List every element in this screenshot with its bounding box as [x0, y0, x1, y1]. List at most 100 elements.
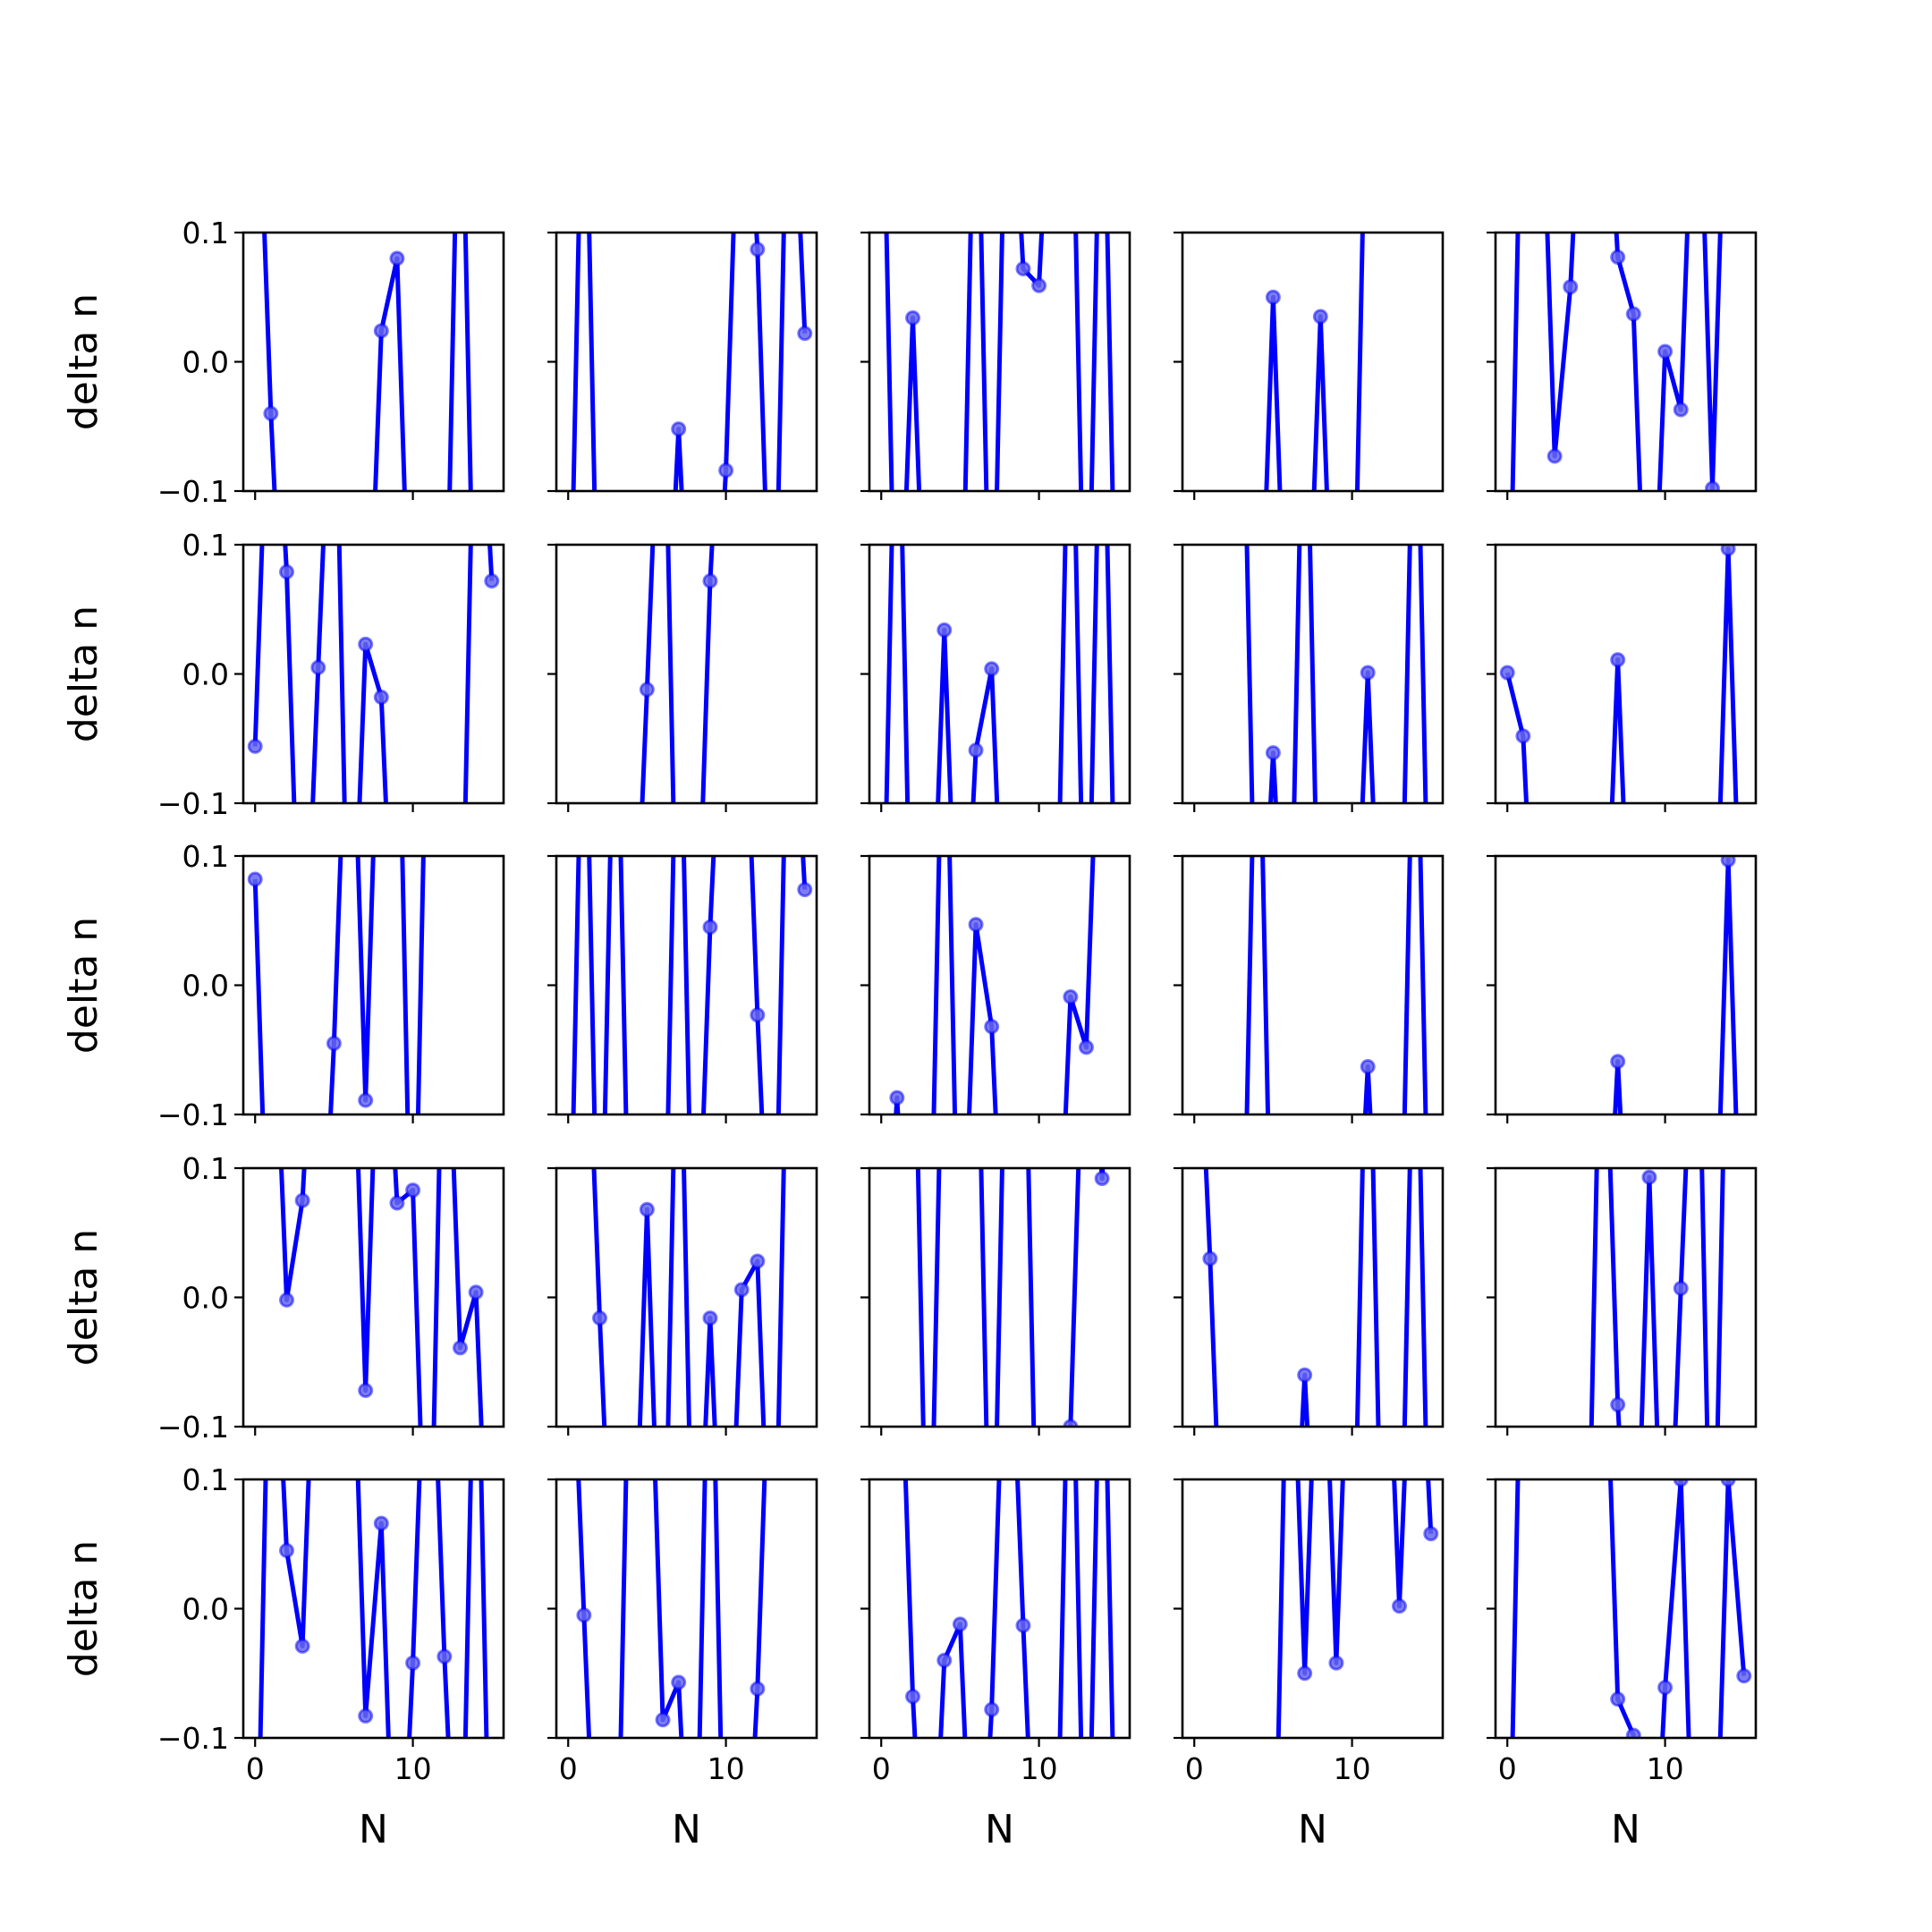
- data-point: [733, 1282, 750, 1298]
- data-point: [1015, 1617, 1031, 1633]
- data-point: [1720, 1479, 1736, 1487]
- data-point: [358, 636, 374, 652]
- data-point: [1610, 249, 1626, 265]
- subplot-r2-c1: [547, 854, 818, 1123]
- y-tick-label: −0.1: [157, 786, 229, 821]
- data-point: [984, 1019, 1000, 1035]
- subplot-r3-c2: [860, 1166, 1131, 1436]
- subplot-r4-c3: 0 10N: [1174, 1478, 1445, 1852]
- data-point: [671, 421, 687, 437]
- subplot-data: [279, 1168, 484, 1427]
- x-tick-label: 10: [394, 1751, 432, 1786]
- data-point: [1031, 277, 1047, 293]
- data-point: [1610, 1396, 1626, 1412]
- data-point: [1610, 1691, 1626, 1707]
- data-point: [279, 564, 294, 580]
- axes-frame: [555, 543, 818, 805]
- data-point: [405, 1182, 421, 1199]
- subplot-data: [915, 1168, 1110, 1427]
- axes-frame: [555, 1478, 818, 1740]
- subplot-r4-c4: 0 10N: [1487, 1478, 1758, 1852]
- subplot-data: [247, 856, 426, 1114]
- data-point: [797, 326, 813, 342]
- y-tick-label: −0.1: [157, 1721, 229, 1756]
- subplot-data: [1244, 545, 1428, 803]
- data-point: [1063, 1419, 1079, 1427]
- data-point: [1297, 1367, 1313, 1383]
- subplot-r1-c0: −0.1 0.0 0.1 delta n: [61, 528, 505, 821]
- data-point: [702, 1310, 718, 1326]
- y-axis-label: delta n: [61, 606, 106, 742]
- data-point: [1360, 665, 1376, 681]
- subplot-r4-c1: 0 10N: [547, 1478, 818, 1852]
- data-point: [247, 738, 263, 754]
- data-point: [1546, 448, 1563, 464]
- subplot-r3-c0: −0.1 0.0 0.1 delta n: [61, 1151, 505, 1445]
- subplot-r2-c0: −0.1 0.0 0.1 delta n: [61, 839, 505, 1132]
- subplot-data: [591, 1168, 786, 1427]
- data-point: [1736, 1668, 1752, 1684]
- data-point: [436, 1648, 453, 1665]
- data-point: [484, 572, 500, 589]
- data-point: [1657, 343, 1674, 360]
- y-tick-label: 0.0: [182, 1592, 229, 1627]
- series-line: [279, 1168, 484, 1427]
- data-point: [1610, 652, 1626, 668]
- subplot-data: [247, 545, 500, 803]
- series-line: [1589, 1168, 1725, 1427]
- data-point: [968, 742, 984, 758]
- series-line: [1244, 545, 1428, 803]
- data-point: [1515, 728, 1531, 744]
- data-point: [1625, 1727, 1641, 1738]
- y-tick-label: 0.1: [182, 216, 229, 250]
- series-line: [884, 233, 1115, 491]
- series-line: [571, 856, 808, 1114]
- data-point: [750, 1681, 766, 1697]
- subplot-r3-c1: [547, 1166, 818, 1436]
- subplot-data: [902, 1479, 1115, 1738]
- data-point: [358, 1707, 374, 1724]
- subplot-data: [258, 1479, 489, 1738]
- y-tick-label: 0.1: [182, 528, 229, 563]
- x-axis-label: N: [359, 1807, 388, 1852]
- subplot-data: [1589, 1168, 1725, 1427]
- y-axis-label: delta n: [61, 1229, 106, 1366]
- data-point: [247, 871, 263, 887]
- y-axis-label: delta n: [61, 1540, 106, 1677]
- series-line: [884, 545, 1115, 803]
- data-point: [592, 1310, 607, 1326]
- data-point: [1641, 1169, 1657, 1185]
- x-tick-label: 0: [246, 1751, 265, 1786]
- subplot-r0-c1: [547, 231, 818, 500]
- data-point: [1392, 1598, 1407, 1614]
- data-point: [750, 1007, 766, 1023]
- subplot-r1-c1: [547, 543, 818, 812]
- data-point: [1720, 856, 1736, 868]
- data-point: [750, 242, 766, 258]
- data-point: [905, 1689, 920, 1705]
- data-point: [1657, 1680, 1674, 1696]
- series-line: [1510, 233, 1723, 491]
- data-point: [1423, 1526, 1439, 1542]
- y-tick-label: 0.1: [182, 1151, 229, 1186]
- series-line: [258, 1479, 489, 1738]
- data-point: [1265, 745, 1281, 761]
- data-point: [358, 1092, 374, 1108]
- subplot-r4-c2: 0 10N: [860, 1478, 1131, 1852]
- subplot-r0-c0: −0.1 0.0 0.1 delta n: [61, 216, 505, 509]
- x-tick-label: 0: [872, 1751, 891, 1786]
- subplot-data: [1202, 1168, 1428, 1427]
- subplot-r0-c2: [860, 231, 1131, 500]
- series-line: [902, 1479, 1115, 1738]
- subplot-r2-c3: [1174, 854, 1445, 1123]
- y-tick-label: 0.0: [182, 1281, 229, 1316]
- subplot-data: [1510, 1479, 1752, 1738]
- data-point: [1499, 665, 1515, 681]
- data-point: [1610, 1054, 1626, 1070]
- data-point: [468, 1284, 484, 1301]
- x-tick-label: 10: [1647, 1751, 1684, 1786]
- data-point: [639, 682, 655, 698]
- subplot-data: [571, 856, 813, 1114]
- subplot-r3-c3: [1174, 1166, 1445, 1436]
- series-line: [1203, 1168, 1428, 1427]
